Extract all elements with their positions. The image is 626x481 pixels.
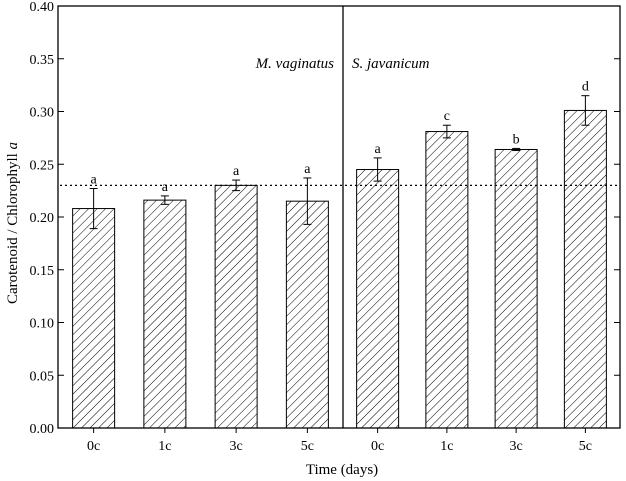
y-tick-label: 0.35 [30,53,55,68]
x-tick-label: 1c [440,439,453,454]
y-axis-ticks: 0.00 0.05 0.10 0.15 0.20 0.25 0.30 0.35 0.40 [30,0,620,437]
x-axis-ticks: 0c 1c 3c 5c 0c 1c 3c 5c [87,428,592,454]
bar [425,131,469,429]
x-tick-label: 3c [230,439,243,454]
significance-letter: a [375,142,382,157]
significance-letter: b [513,132,520,147]
significance-letter: a [304,162,311,177]
y-axis-title-suffix: a [5,142,21,150]
panel-label-m-vaginatus: M. vaginatus [255,56,334,72]
bar [494,148,538,429]
significance-letters: a a a a a c b d [91,80,589,195]
significance-letter: a [162,180,169,195]
y-tick-label: 0.40 [30,0,55,15]
x-axis-title: Time (days) [306,462,378,478]
bar [285,200,329,429]
x-tick-label: 5c [579,439,592,454]
y-tick-label: 0.20 [30,211,55,226]
y-axis-title-main: Carotenoid / Chlorophyll [5,153,21,304]
significance-letter: d [582,80,589,95]
bar [214,184,258,429]
bar [72,208,116,429]
x-tick-label: 0c [371,439,384,454]
significance-letter: a [233,164,240,179]
y-tick-label: 0.30 [30,106,55,121]
x-tick-label: 3c [510,439,523,454]
y-tick-label: 0.05 [30,369,55,384]
significance-letter: a [91,173,98,188]
y-tick-label: 0.25 [30,158,55,173]
bars [72,109,607,429]
x-tick-label: 5c [301,439,314,454]
error-bars [89,95,590,230]
y-tick-label: 0.00 [30,422,55,437]
x-tick-label: 1c [158,439,171,454]
y-tick-label: 0.15 [30,264,55,279]
x-tick-label: 0c [87,439,100,454]
bar [143,199,187,429]
bar [563,109,607,429]
y-axis-title: Carotenoid / Chlorophyll a [5,142,21,304]
significance-letter: c [444,109,450,124]
panel-label-s-javanicum: S. javanicum [352,56,430,72]
y-tick-label: 0.10 [30,317,55,332]
bar [356,169,400,429]
